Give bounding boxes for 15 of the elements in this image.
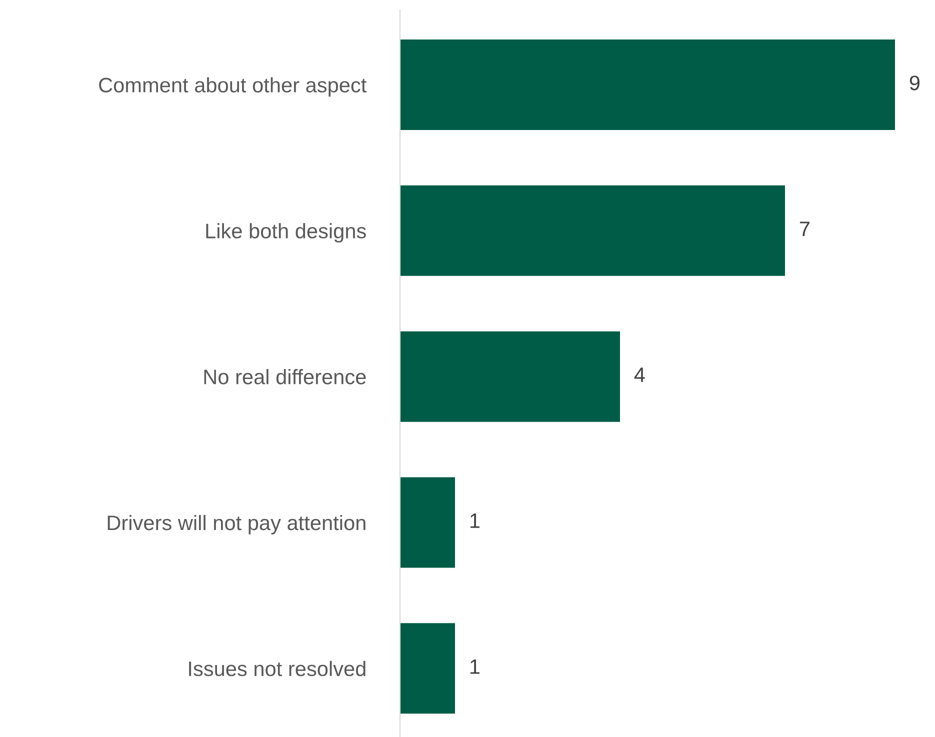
bar <box>400 331 620 422</box>
y-tick-label: Issues not resolved <box>189 660 366 676</box>
y-tick-label: Comment about other aspect <box>99 77 367 97</box>
bar <box>400 40 895 130</box>
bar <box>400 185 785 276</box>
data-label: 9 <box>910 76 920 90</box>
y-tick-label: Like both designs <box>206 223 366 243</box>
data-label: 4 <box>634 368 645 382</box>
data-label: 1 <box>470 659 480 674</box>
y-tick-label: Drivers will not pay attention <box>108 514 366 534</box>
data-label: 1 <box>470 514 480 528</box>
bar <box>400 623 455 714</box>
data-label: 7 <box>800 222 810 236</box>
bar <box>400 477 455 568</box>
y-tick-label: No real difference <box>204 369 366 384</box>
